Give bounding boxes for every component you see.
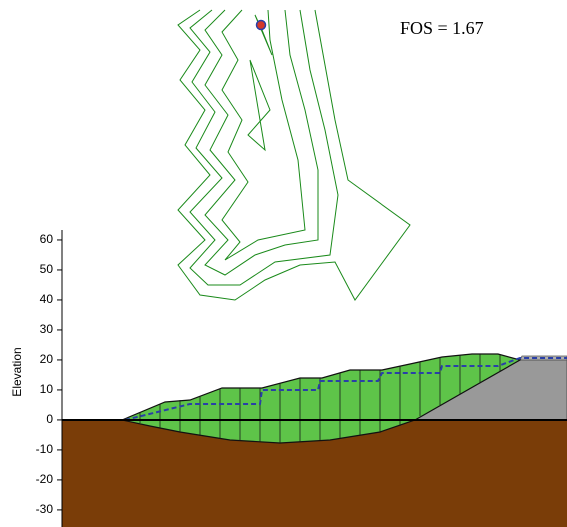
y-tick-label: 30 xyxy=(40,322,54,336)
chart: FOS = 1.67 Elevation 60 50 40 30 20 10 0 -10 -20… xyxy=(0,0,567,527)
y-tick-label: -20 xyxy=(36,472,54,486)
y-tick-label: 20 xyxy=(40,352,54,366)
fos-label: FOS = 1.67 xyxy=(400,18,484,38)
y-tick-label: 10 xyxy=(40,382,54,396)
y-tick-label: 0 xyxy=(46,412,53,426)
fos-contours xyxy=(178,10,410,300)
y-tick-label: -10 xyxy=(36,442,54,456)
y-tick-label: 60 xyxy=(40,232,54,246)
y-tick-label: -30 xyxy=(36,502,54,516)
y-tick-label: 50 xyxy=(40,262,54,276)
y-axis-label: Elevation xyxy=(10,347,24,396)
slip-center xyxy=(257,21,266,30)
y-tick-label: 40 xyxy=(40,292,54,306)
